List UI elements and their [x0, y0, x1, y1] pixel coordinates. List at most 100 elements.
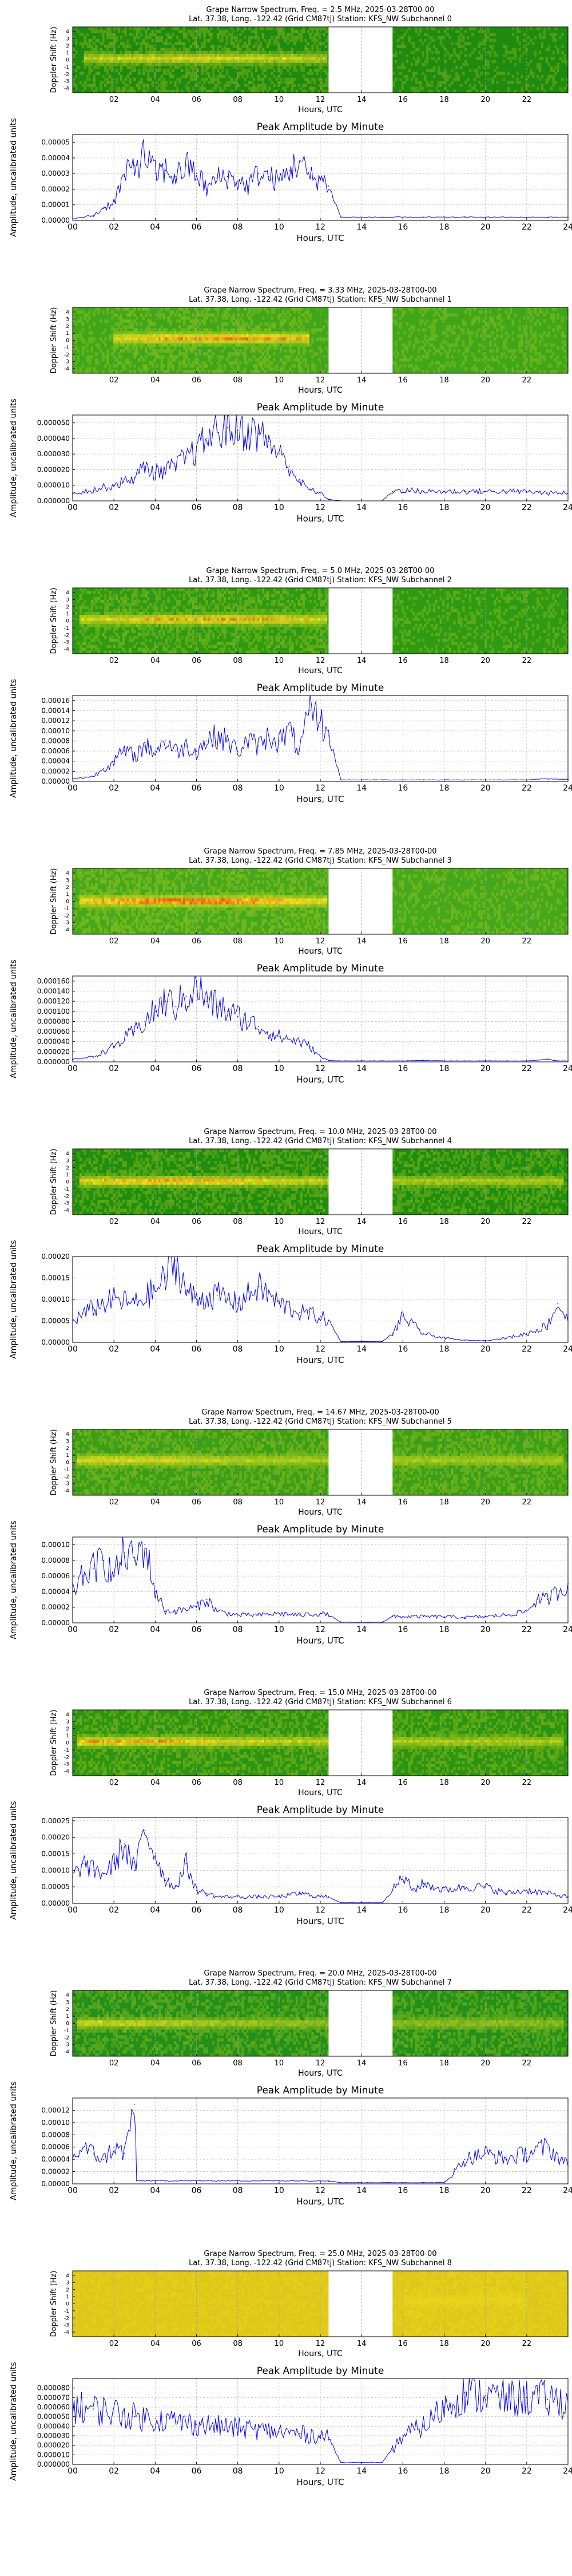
spectrogram-cell: [507, 334, 510, 338]
spectrogram-cell: [147, 319, 149, 323]
spectrogram-cell: [284, 63, 287, 66]
spectrogram-cell: [539, 334, 541, 338]
spectrogram-cell: [424, 60, 426, 64]
spectrogram-cell: [446, 329, 448, 332]
spectrogram-cell: [205, 633, 208, 636]
spectrogram-cell: [309, 54, 311, 57]
spectrogram-cell: [190, 331, 192, 335]
spectrogram-cell: [262, 317, 264, 320]
spectrogram-cell: [113, 615, 116, 618]
spectrogram-cell: [316, 45, 318, 48]
spectrogram-cell: [133, 600, 136, 603]
spectrogram-cell: [154, 60, 156, 64]
spectrogram-cell: [512, 33, 514, 36]
spectrogram-cell: [212, 337, 214, 341]
x-tick-label: 10: [275, 376, 284, 385]
spectrogram-cell: [140, 54, 142, 57]
spectrogram-cell: [246, 313, 248, 317]
spectrogram-cell: [512, 349, 514, 353]
spectrogram-cell: [460, 84, 462, 87]
spectrogram-cell: [181, 42, 183, 45]
spectrogram-cell: [210, 630, 212, 633]
spectrogram-cell: [201, 331, 203, 335]
spectrogram-cell: [181, 63, 183, 66]
spectrogram-cell: [498, 317, 500, 320]
spectrogram-cell: [325, 63, 327, 66]
spectrogram-cell: [474, 48, 476, 52]
spectrogram-cell: [120, 313, 122, 317]
spectrogram-cell: [208, 329, 210, 332]
spectrogram-cell: [246, 75, 248, 78]
spectrogram-cell: [95, 597, 97, 600]
spectrogram-cell: [208, 307, 210, 311]
x-tick-label: 16: [398, 96, 408, 104]
spectrogram-cell: [561, 334, 563, 338]
spectrogram-cell: [208, 645, 210, 648]
spectrogram-cell: [80, 337, 82, 341]
spectrogram-cell: [325, 319, 327, 323]
spectrogram-cell: [90, 633, 93, 636]
spectrogram-cell: [205, 642, 208, 645]
spectrogram-cell: [244, 361, 246, 365]
spectrogram-cell: [138, 69, 140, 72]
spectrogram-cell: [120, 618, 122, 621]
spectrogram-cell: [129, 60, 131, 64]
spectrogram-cell: [410, 78, 412, 81]
spectrogram-cell: [131, 69, 133, 72]
spectrogram-cell: [313, 364, 316, 368]
spectrogram-cell: [82, 648, 84, 651]
spectrogram-cell: [462, 45, 464, 48]
spectrogram-cell: [212, 343, 214, 347]
spectrogram-cell: [147, 72, 149, 75]
spectrogram-cell: [176, 615, 178, 618]
spectrogram-cell: [494, 75, 496, 78]
spectrogram-cell: [154, 591, 156, 594]
spectrogram-cell: [478, 349, 480, 353]
spectrogram-cell: [122, 627, 125, 630]
spectrogram-cell: [311, 341, 313, 344]
spectrogram-cell: [172, 337, 174, 341]
spectrogram-cell: [111, 325, 113, 329]
spectrogram-cell: [185, 36, 188, 39]
spectrogram-cell: [253, 337, 255, 341]
spectrogram-cell: [275, 346, 277, 350]
spectrogram-cell: [82, 606, 84, 609]
spectrogram-cell: [268, 60, 271, 64]
spectrogram-cell: [93, 322, 95, 326]
spectrogram-cell: [133, 636, 136, 639]
spectrogram-cell: [419, 346, 422, 350]
spectrogram-cell: [176, 51, 178, 54]
spectrogram-cell: [323, 84, 325, 87]
spectrogram-cell: [95, 343, 97, 347]
spectrogram-cell: [185, 618, 188, 621]
spectrogram-cell: [116, 358, 118, 362]
spectrogram-cell: [226, 36, 228, 39]
spectrogram-cell: [277, 57, 280, 60]
spectrogram-cell: [244, 349, 246, 353]
spectrogram-cell: [255, 368, 257, 371]
spectrogram-cell: [404, 346, 406, 350]
spectrogram-cell: [244, 329, 246, 332]
spectrogram-cell: [311, 78, 313, 81]
spectrogram-cell: [451, 331, 453, 335]
spectrogram-cell: [198, 352, 201, 355]
spectrogram-cell: [228, 313, 231, 317]
spectrogram-title-line1: Grape Narrow Spectrum, Freq. = 3.33 MHz,…: [204, 286, 436, 295]
spectrogram-cell: [133, 331, 136, 335]
spectrogram-cell: [133, 54, 136, 57]
spectrogram-cell: [287, 341, 289, 344]
spectrogram-cell: [138, 343, 140, 347]
spectrogram-cell: [268, 27, 271, 30]
spectrogram-cell: [428, 84, 431, 87]
spectrogram-cell: [93, 36, 95, 39]
spectrogram-cell: [142, 84, 145, 87]
spectrogram-cell: [415, 48, 417, 52]
spectrogram-cell: [399, 45, 402, 48]
spectrogram-cell: [162, 343, 165, 347]
spectrogram-cell: [239, 341, 241, 344]
spectrogram-cell: [232, 30, 235, 33]
spectrogram-cell: [480, 310, 482, 314]
spectrogram-cell: [300, 54, 303, 57]
spectrogram-cell: [205, 57, 208, 60]
spectrogram-cell: [197, 319, 199, 323]
